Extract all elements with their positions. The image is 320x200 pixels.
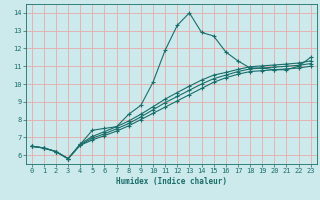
X-axis label: Humidex (Indice chaleur): Humidex (Indice chaleur) [116,177,227,186]
